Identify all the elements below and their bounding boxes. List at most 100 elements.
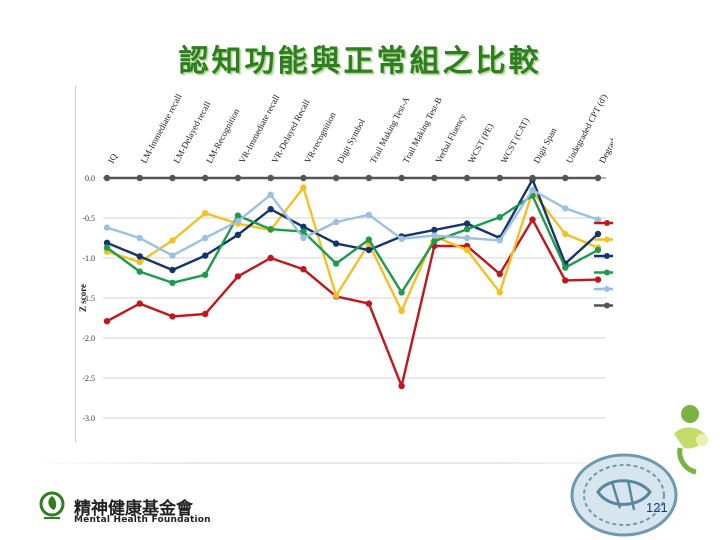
data-point <box>365 211 373 218</box>
data-point <box>496 174 503 182</box>
data-point <box>398 382 405 390</box>
x-category-label: Digit Span <box>531 126 558 165</box>
y-tick-label: -2.5 <box>82 374 95 383</box>
data-point <box>202 271 209 278</box>
data-point <box>562 277 569 284</box>
series-fep <box>103 216 602 390</box>
x-category-label: LM-Recognition <box>204 106 241 165</box>
data-point <box>202 234 209 242</box>
data-point <box>300 184 307 191</box>
data-point <box>365 236 373 243</box>
data-point <box>136 234 143 242</box>
gridlines <box>103 177 606 419</box>
data-point <box>431 238 438 245</box>
data-point <box>332 240 340 247</box>
y-tick-label: -2.0 <box>82 334 95 343</box>
data-point <box>202 174 209 182</box>
legend-item: AVES <box>594 286 613 292</box>
legend-item: UHR- <box>594 253 613 259</box>
data-point <box>431 226 438 234</box>
y-axis-ticks: 0.0 -0.5 -1.0 -1.5 -2.0 -2.5 -3.0 <box>82 174 95 423</box>
chart-panel: 0.0 -0.5 -1.0 -1.5 -2.0 -2.5 -3.0 Z score IQ LM… <box>75 86 613 442</box>
x-category-label: IQ <box>106 151 120 165</box>
foundation-logo: 精神健康基金會 Mental Health Foundation <box>38 486 228 530</box>
decorative-figure-icon <box>674 405 708 475</box>
data-point <box>234 231 242 238</box>
data-point <box>463 234 471 242</box>
series-line <box>106 194 599 294</box>
seal-stamp-icon <box>570 453 678 537</box>
data-point <box>103 224 111 231</box>
y-tick-label: -1.0 <box>82 254 95 263</box>
data-point <box>496 270 503 278</box>
foundation-name-cn: 精神健康基金會 <box>74 499 193 519</box>
data-point <box>332 174 340 182</box>
line-chart: 0.0-0.5-1.0-1.5-2.0-2.5-3.0 Z score IQ LM… <box>78 92 613 423</box>
data-point <box>463 226 471 233</box>
data-point <box>267 254 274 262</box>
data-point <box>267 226 274 233</box>
data-point <box>529 216 536 223</box>
data-point <box>594 276 602 283</box>
data-point <box>103 174 111 182</box>
data-point <box>267 206 274 213</box>
legend-item: NC <box>594 302 613 309</box>
data-point <box>463 174 471 182</box>
foundation-emblem-icon <box>39 491 65 519</box>
y-tick-label: -3.0 <box>82 414 95 423</box>
data-point <box>431 232 438 239</box>
data-point <box>496 289 503 296</box>
data-point <box>463 220 471 227</box>
legend-item: UHR+ <box>594 236 613 243</box>
data-point <box>562 264 569 271</box>
data-point <box>332 260 340 267</box>
data-point <box>136 253 143 260</box>
series-uhr- <box>103 184 602 314</box>
legend: FEP UHR+ UHR- IRS AVES NC <box>594 220 613 309</box>
data-point <box>398 307 405 314</box>
legend-swatch-marker <box>604 269 610 276</box>
data-point <box>234 218 242 225</box>
data-point <box>267 191 274 198</box>
data-point <box>103 318 111 325</box>
series-irs <box>103 192 602 296</box>
series-line <box>106 186 599 313</box>
data-point <box>169 313 176 320</box>
data-point <box>398 289 405 296</box>
x-category-label: WCST (CAT) <box>499 116 531 165</box>
data-point <box>594 216 602 223</box>
data-point <box>202 310 209 318</box>
data-point <box>136 258 143 266</box>
data-point <box>332 292 340 299</box>
data-point <box>136 300 143 307</box>
data-point <box>463 246 471 254</box>
data-point <box>332 218 340 226</box>
data-point <box>398 174 405 182</box>
y-tick-label: -0.5 <box>82 214 95 223</box>
footer-divider <box>30 462 670 464</box>
legend-swatch-marker <box>604 220 610 226</box>
data-point <box>136 268 143 275</box>
legend-item: FEP <box>594 220 613 226</box>
x-category-label: Digit Symbol <box>335 117 367 165</box>
data-point <box>431 174 438 182</box>
data-point <box>365 174 373 182</box>
data-point <box>496 214 503 221</box>
legend-item: IRS <box>594 269 613 276</box>
data-point <box>300 234 307 242</box>
series-line <box>106 188 599 257</box>
legend-swatch-marker <box>604 253 610 259</box>
data-point <box>594 174 602 182</box>
series-line <box>106 218 599 388</box>
data-point <box>594 246 602 254</box>
data-point <box>234 174 242 182</box>
x-category-label: WCST (PE) <box>466 122 495 165</box>
data-point <box>103 244 111 251</box>
data-point <box>529 186 536 194</box>
legend-swatch-marker <box>604 286 610 292</box>
data-point <box>365 246 373 254</box>
data-point <box>300 174 307 182</box>
page-number: 121 <box>646 500 668 515</box>
slide-title: 認知功能與正常組之比較 <box>178 44 542 79</box>
